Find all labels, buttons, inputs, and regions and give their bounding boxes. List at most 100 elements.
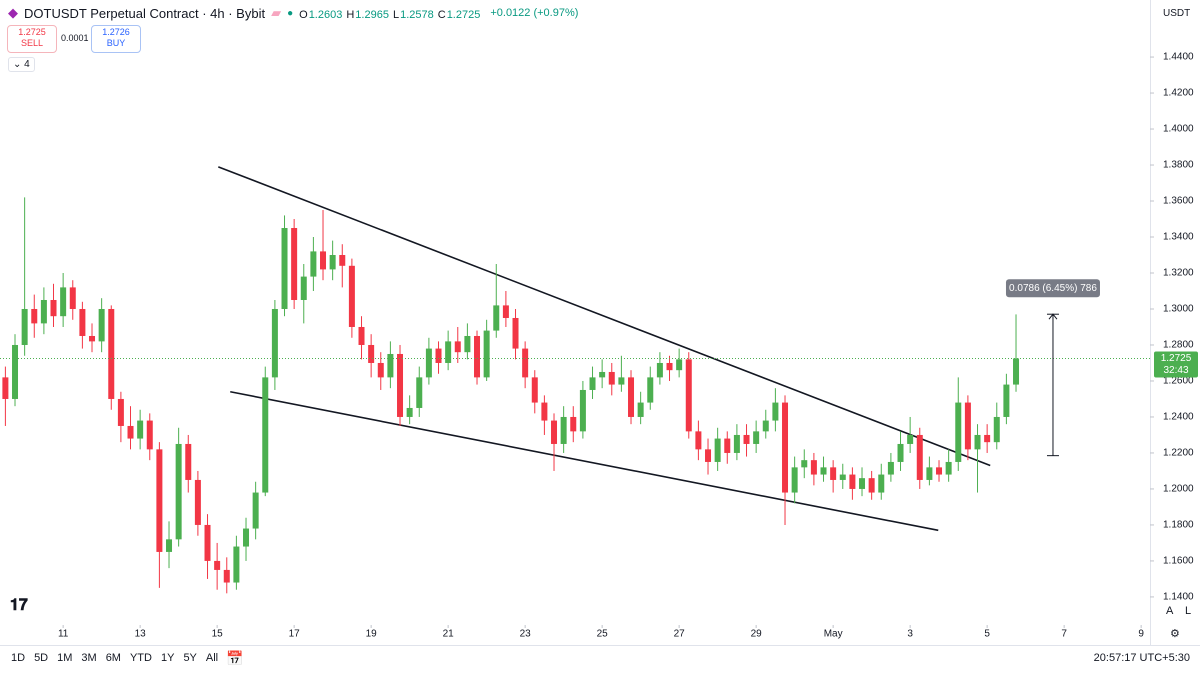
timeframe-button[interactable]: 5D (34, 652, 49, 664)
candle-body (907, 434, 914, 444)
y-tick-label: 1.3600 (1163, 196, 1194, 207)
timeframe-button[interactable]: 1M (57, 652, 73, 664)
y-tick-label: 1.4200 (1163, 88, 1194, 99)
candle-body (936, 467, 943, 475)
timeframe-button[interactable]: 1D (11, 652, 26, 664)
candle-body (117, 398, 124, 426)
candle-body (454, 341, 461, 353)
candle-body (233, 546, 240, 583)
y-tick-label: 1.3400 (1163, 232, 1194, 243)
candle-body (705, 449, 712, 462)
candle-body (676, 359, 683, 371)
ohlc-key: C (437, 8, 446, 21)
symbol-icon: ◆ (8, 5, 18, 20)
candle-body (714, 438, 721, 462)
y-tick-label: 1.2800 (1163, 340, 1194, 351)
candle-body (262, 377, 269, 493)
candle-body (849, 474, 856, 489)
clock: 20:57:17 UTC+5:30 (1093, 652, 1190, 664)
candle-body (194, 479, 201, 525)
timeframe-button[interactable]: 3M (81, 652, 97, 664)
timeframe-button[interactable]: 1Y (160, 652, 175, 664)
candle-body (108, 308, 115, 399)
timeframe-button[interactable]: YTD (129, 652, 152, 664)
measure-arrow (1048, 313, 1058, 320)
candle-body (185, 443, 192, 480)
sell-label: SELL (20, 38, 44, 48)
candle-body (810, 460, 817, 475)
y-tick-label: 1.3800 (1163, 160, 1194, 171)
sell-price: 1.2725 (18, 27, 46, 37)
date-range-icon[interactable]: 📅 (226, 650, 244, 666)
candle-body (859, 478, 866, 489)
candle-body (782, 402, 789, 493)
buy-label: BUY (106, 38, 126, 48)
spread: 0.0001 (61, 33, 89, 43)
candle-body (541, 402, 548, 421)
candle-body (945, 461, 952, 475)
candle-body (425, 348, 432, 378)
candle-body (839, 474, 846, 480)
x-tick-label: 23 (520, 629, 532, 640)
candle-body (79, 308, 86, 336)
x-tick-label: 7 (1061, 629, 1067, 640)
candle-body (406, 407, 413, 417)
ohlc-value: 1.2603 (308, 8, 343, 21)
x-tick-label: 5 (984, 629, 990, 640)
candle-body (926, 467, 933, 480)
x-tick-label: 19 (366, 629, 378, 640)
y-tick-label: 1.4000 (1163, 124, 1194, 135)
y-tick-label: 1.1800 (1163, 520, 1194, 531)
candle-body (445, 341, 452, 363)
candle-body (50, 299, 57, 317)
candle-body (329, 255, 336, 270)
candle-body (801, 460, 808, 468)
candle-body (512, 317, 519, 349)
candle-body (608, 371, 615, 385)
ohlc-key: L (392, 8, 400, 21)
candle-body (772, 402, 779, 421)
candle-body (878, 474, 885, 493)
x-tick-label: 25 (597, 629, 609, 640)
buy-button[interactable]: 1.2726 BUY (91, 25, 141, 53)
timeframe-button[interactable]: All (205, 652, 219, 664)
tv-logo: 𝟏𝟕 (10, 597, 28, 614)
candle-body (281, 228, 288, 309)
candle-body (897, 443, 904, 462)
sell-button[interactable]: 1.2725 SELL (7, 25, 57, 53)
candle-body (618, 377, 625, 385)
header: ◆ DOTUSDT Perpetual Contract · 4h · Bybi… (8, 5, 578, 21)
candle-body (791, 467, 798, 493)
candle-body (146, 420, 153, 450)
y-tick-label: 1.1600 (1163, 556, 1194, 567)
candle-body (964, 402, 971, 450)
change: +0.0122 (+0.97%) (490, 7, 579, 19)
candle-body (531, 377, 538, 403)
last-price-label: 1.2725 (1161, 353, 1192, 364)
scale-auto: A (1166, 605, 1174, 617)
y-tick-label: 1.3000 (1163, 304, 1194, 315)
candle-body (416, 377, 423, 408)
x-tick-label: 27 (674, 629, 686, 640)
timeframe-button[interactable]: 6M (105, 652, 121, 664)
trend-line (230, 390, 939, 532)
indicator-toggle[interactable]: ⌄ 4 (8, 57, 35, 72)
candle-body (599, 371, 606, 378)
candle-body (12, 344, 19, 399)
scale-log: L (1185, 605, 1191, 617)
candle-body (743, 434, 750, 444)
trend-line (218, 166, 991, 467)
ohlc-value: 1.2725 (446, 8, 481, 21)
candle-body (243, 528, 250, 547)
ohlc-legend: O1.2603 H1.2965 L1.2578 C1.2725 (299, 6, 484, 21)
candle-body (733, 434, 740, 453)
ohlc-key: O (299, 8, 308, 21)
candle-body (955, 402, 962, 462)
candle-body (695, 431, 702, 450)
timeframe-button[interactable]: 5Y (183, 652, 197, 664)
x-tick-label: 29 (751, 629, 763, 640)
candle-body (387, 353, 394, 378)
currency[interactable]: USDT (1163, 8, 1191, 19)
candle-body (589, 377, 596, 390)
